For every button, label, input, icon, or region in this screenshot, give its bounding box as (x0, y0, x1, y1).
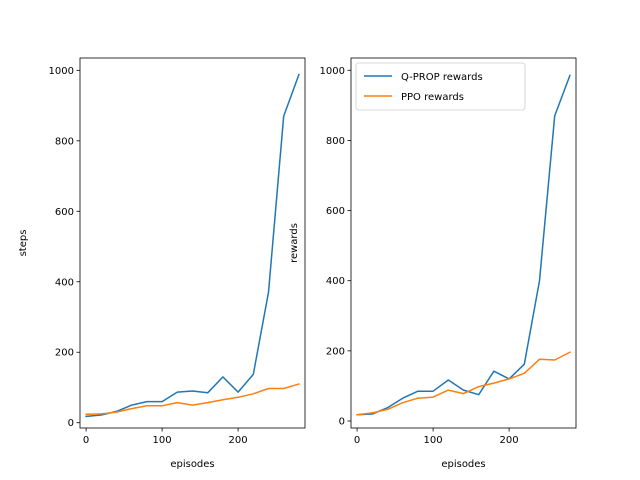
y-tick-label: 200 (55, 348, 74, 359)
legend-box (355, 62, 526, 111)
rewards-chart-panel: 0 100 200 0 200 400 600 800 1000 episodes rewards Q… (289, 57, 577, 470)
y-tick-label: 200 (326, 346, 345, 357)
x-tick-label: 0 (83, 435, 89, 446)
x-tick-label: 200 (500, 435, 519, 446)
steps-chart-panel: 0 100 200 0 200 400 600 800 1000 episodes steps (18, 57, 306, 470)
x-tick-label: 0 (354, 435, 360, 446)
series-line-0 (356, 74, 571, 416)
x-tick-label: 100 (424, 435, 443, 446)
y-tick-label: 400 (55, 277, 74, 288)
y-tick-label: 1000 (49, 66, 74, 77)
y-tick-label: 0 (68, 418, 74, 429)
y-tick-label: 600 (55, 207, 74, 218)
x-tick-label: 200 (229, 435, 248, 446)
series-line-1 (356, 351, 571, 416)
legend-label-1: PPO rewards (401, 92, 464, 103)
legend-label-0: Q-PROP rewards (401, 72, 483, 83)
y-tick-label: 1000 (320, 66, 345, 77)
axes-frame (79, 57, 306, 429)
y-tick-label: 800 (326, 136, 345, 147)
series-line-1 (85, 383, 300, 416)
y-axis-label: steps (18, 230, 29, 257)
y-tick-label: 0 (339, 416, 345, 427)
x-axis-label: episodes (441, 459, 485, 470)
x-tick-label: 100 (153, 435, 172, 446)
x-axis-label: episodes (170, 459, 214, 470)
y-tick-label: 600 (326, 206, 345, 217)
axes-frame (350, 57, 577, 429)
y-axis-label: rewards (289, 223, 300, 263)
y-tick-label: 400 (326, 276, 345, 287)
y-tick-label: 800 (55, 136, 74, 147)
series-line-0 (85, 73, 300, 418)
